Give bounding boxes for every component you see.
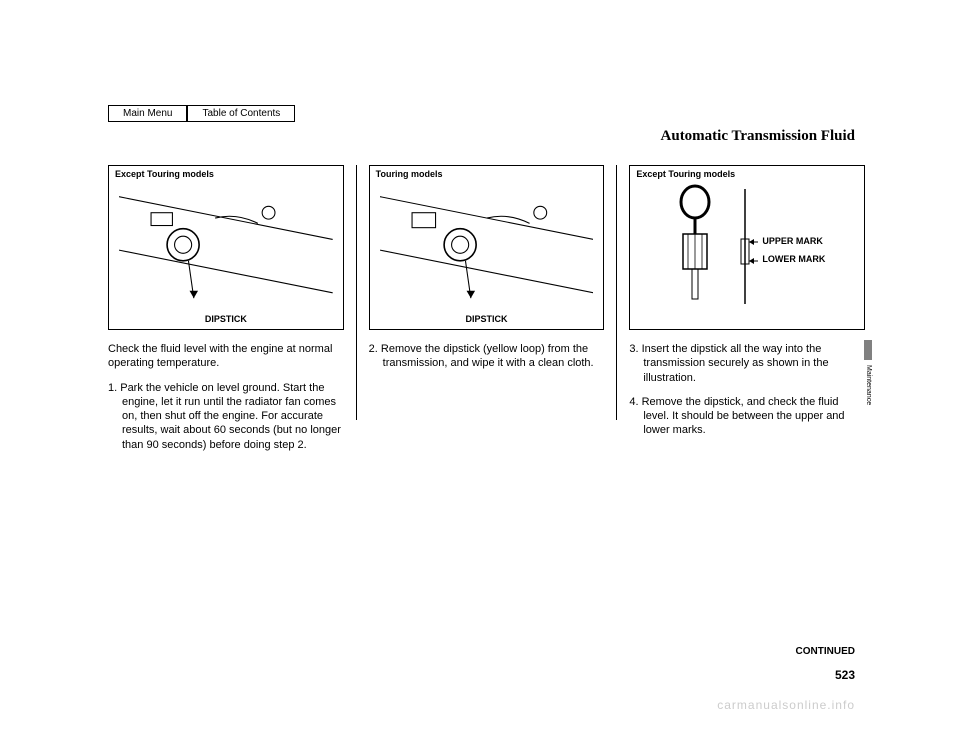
main-menu-button[interactable]: Main Menu	[108, 105, 187, 122]
illustration-label: Touring models	[376, 169, 443, 179]
watermark: carmanualsonline.info	[717, 698, 855, 712]
lower-mark-label: LOWER MARK	[762, 254, 825, 264]
content-area: Except Touring models DIPSTICK Check the…	[108, 165, 865, 462]
nav-buttons: Main Menu Table of Contents	[108, 105, 295, 122]
side-tab-text: Maintenance	[864, 365, 872, 405]
illustration-touring: Touring models DIPSTICK	[369, 165, 605, 330]
step-2-text: 2. Remove the dipstick (yellow loop) fro…	[369, 342, 605, 371]
upper-mark-label: UPPER MARK	[762, 236, 823, 246]
illustration-label: Except Touring models	[636, 169, 735, 179]
side-tab	[864, 340, 872, 360]
page-title: Automatic Transmission Fluid	[661, 128, 855, 145]
engine-sketch-icon	[119, 186, 333, 314]
illustration-caption: DIPSTICK	[465, 314, 507, 324]
step-1-text: 1. Park the vehicle on level ground. Sta…	[108, 381, 344, 452]
middle-column: Touring models DIPSTICK 2. Remove the di…	[369, 165, 605, 462]
left-column: Except Touring models DIPSTICK Check the…	[108, 165, 344, 462]
column-separator	[356, 165, 357, 420]
illustration-except-touring-2: Except Touring models UPPER MARK LOWER	[629, 165, 865, 330]
toc-button[interactable]: Table of Contents	[187, 105, 295, 122]
page-number: 523	[835, 668, 855, 682]
illustration-except-touring-1: Except Touring models DIPSTICK	[108, 165, 344, 330]
engine-sketch-icon	[380, 186, 594, 314]
step-4-text: 4. Remove the dipstick, and check the fl…	[629, 395, 865, 438]
column-separator	[616, 165, 617, 420]
step-3-text: 3. Insert the dipstick all the way into …	[629, 342, 865, 385]
right-column: Except Touring models UPPER MARK LOWER	[629, 165, 865, 462]
illustration-label: Except Touring models	[115, 169, 214, 179]
intro-text: Check the fluid level with the engine at…	[108, 342, 344, 371]
continued-label: CONTINUED	[796, 646, 855, 657]
illustration-caption: DIPSTICK	[205, 314, 247, 324]
